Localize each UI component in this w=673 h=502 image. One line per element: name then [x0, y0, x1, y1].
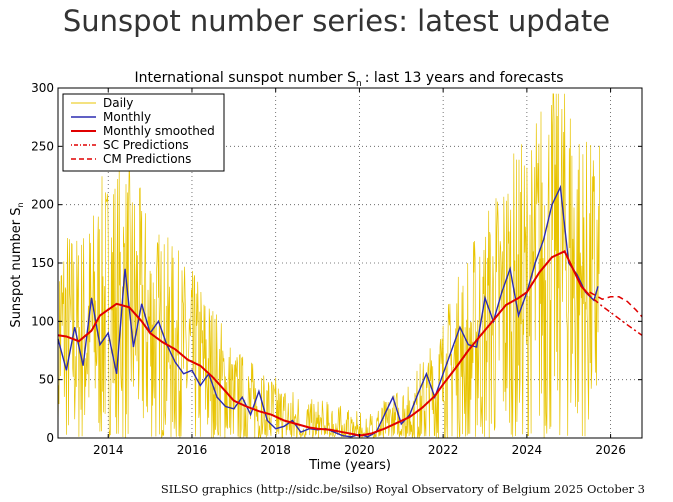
x-tick-label: 2022: [428, 443, 459, 457]
y-tick-label: 250: [31, 139, 54, 153]
daily-line: [57, 93, 600, 439]
sc-predictions-line: [589, 295, 643, 336]
x-tick-label: 2024: [512, 443, 543, 457]
grid-lines: [58, 88, 642, 438]
legend-label: Monthly smoothed: [103, 124, 215, 138]
daily-series: [57, 93, 600, 439]
x-tick-label: 2016: [177, 443, 208, 457]
y-tick-label: 300: [31, 81, 54, 95]
page-title: Sunspot number series: latest update: [62, 4, 611, 38]
y-tick-label: 200: [31, 198, 54, 212]
legend-label: SC Predictions: [103, 138, 189, 152]
monthly-smoothed-line: [57, 249, 591, 437]
legend-label: Daily: [103, 96, 133, 110]
x-tick-label: 2018: [260, 443, 291, 457]
y-tick-label: 50: [39, 373, 54, 387]
footer-credit: SILSO graphics (http://sidc.be/silso) Ro…: [160, 482, 645, 496]
y-tick-label: 0: [46, 431, 54, 445]
y-axis-label: Sunspot number Sn: [9, 202, 25, 327]
x-tick-label: 2014: [93, 443, 124, 457]
legend-label: Monthly: [103, 110, 151, 124]
y-tick-label: 150: [31, 256, 54, 270]
cm-predictions-line: [589, 291, 643, 318]
chart-title: International sunspot number Sn: last 13…: [134, 70, 563, 89]
y-tick-label: 100: [31, 314, 54, 328]
x-axis-label: Time (years): [308, 458, 391, 473]
x-tick-label: 2026: [595, 443, 626, 457]
axis-ticks: 2014 2016 2018 2020 2022 2024 2026 0 50 100 150 200…: [31, 81, 642, 457]
legend-box: [62, 93, 225, 172]
chart-title-subscript: n: [356, 79, 362, 89]
x-tick-label: 2020: [344, 443, 375, 457]
legend-label: CM Predictions: [103, 152, 191, 166]
